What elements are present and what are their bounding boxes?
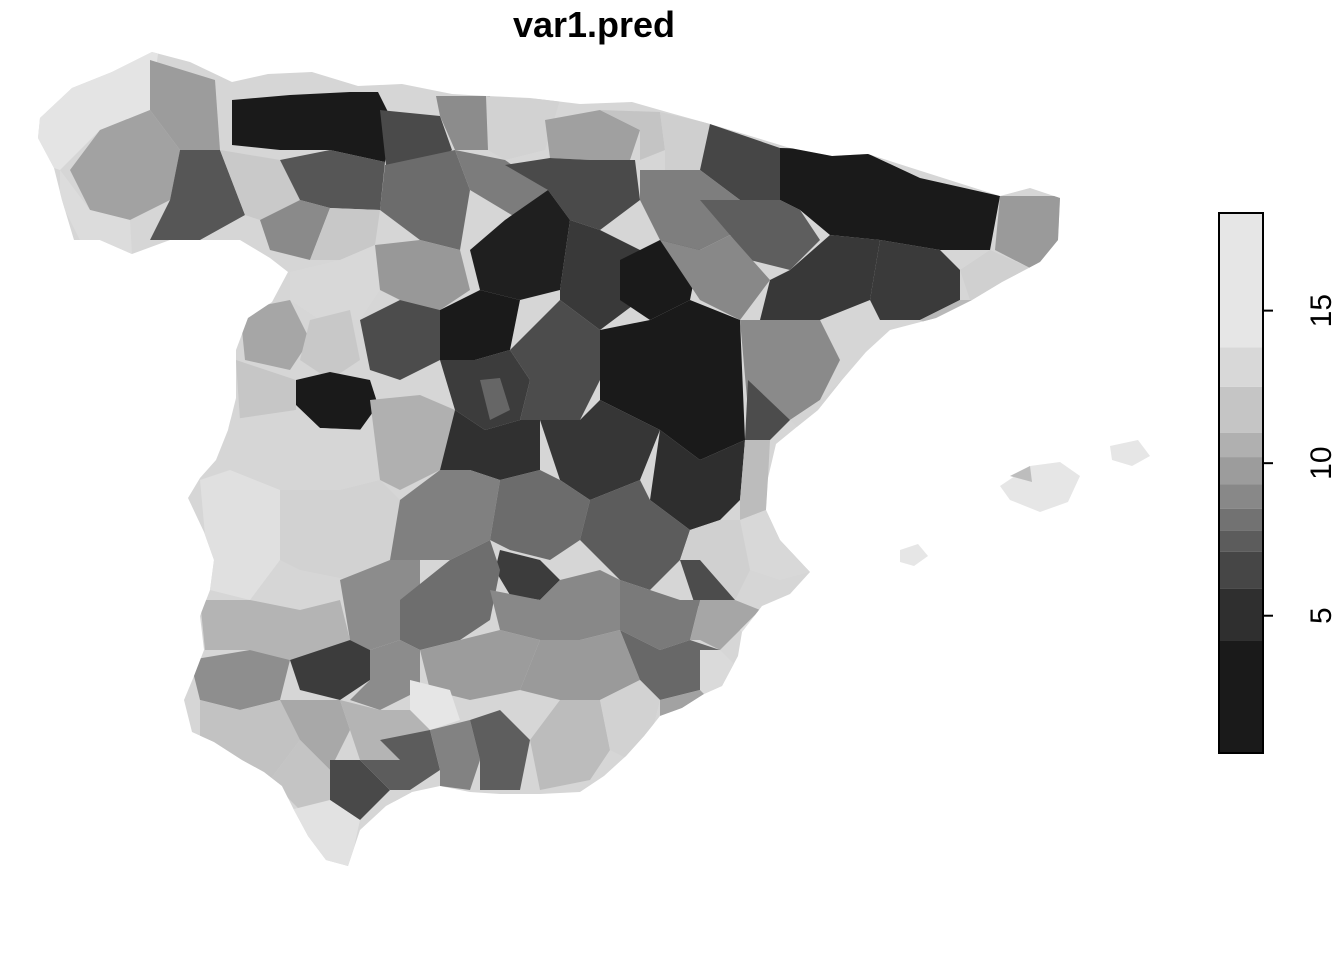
legend-frame (1218, 212, 1264, 754)
legend-band-8 (1219, 386, 1263, 433)
legend-tick-label: 5 (1305, 607, 1338, 624)
legend-band-2 (1219, 551, 1263, 589)
legend-band-7 (1219, 432, 1263, 458)
legend-band-10 (1219, 213, 1263, 348)
legend-tick-label: 10 (1305, 446, 1338, 479)
legend-band-6 (1219, 457, 1263, 485)
map-title: var1.pred (512, 4, 676, 45)
legend-band-9 (1219, 347, 1263, 387)
legend-band-1 (1219, 588, 1263, 641)
legend-colorbar (1219, 213, 1263, 753)
legend-tick-label: 15 (1305, 294, 1338, 327)
balearic-islands (900, 440, 1150, 566)
spain-mainland (38, 52, 1060, 866)
legend-ticks: 5 10 15 (1263, 294, 1338, 624)
legend-band-4 (1219, 508, 1263, 531)
legend-band-3 (1219, 530, 1263, 552)
legend-band-0 (1219, 640, 1263, 753)
legend-band-5 (1219, 484, 1263, 509)
